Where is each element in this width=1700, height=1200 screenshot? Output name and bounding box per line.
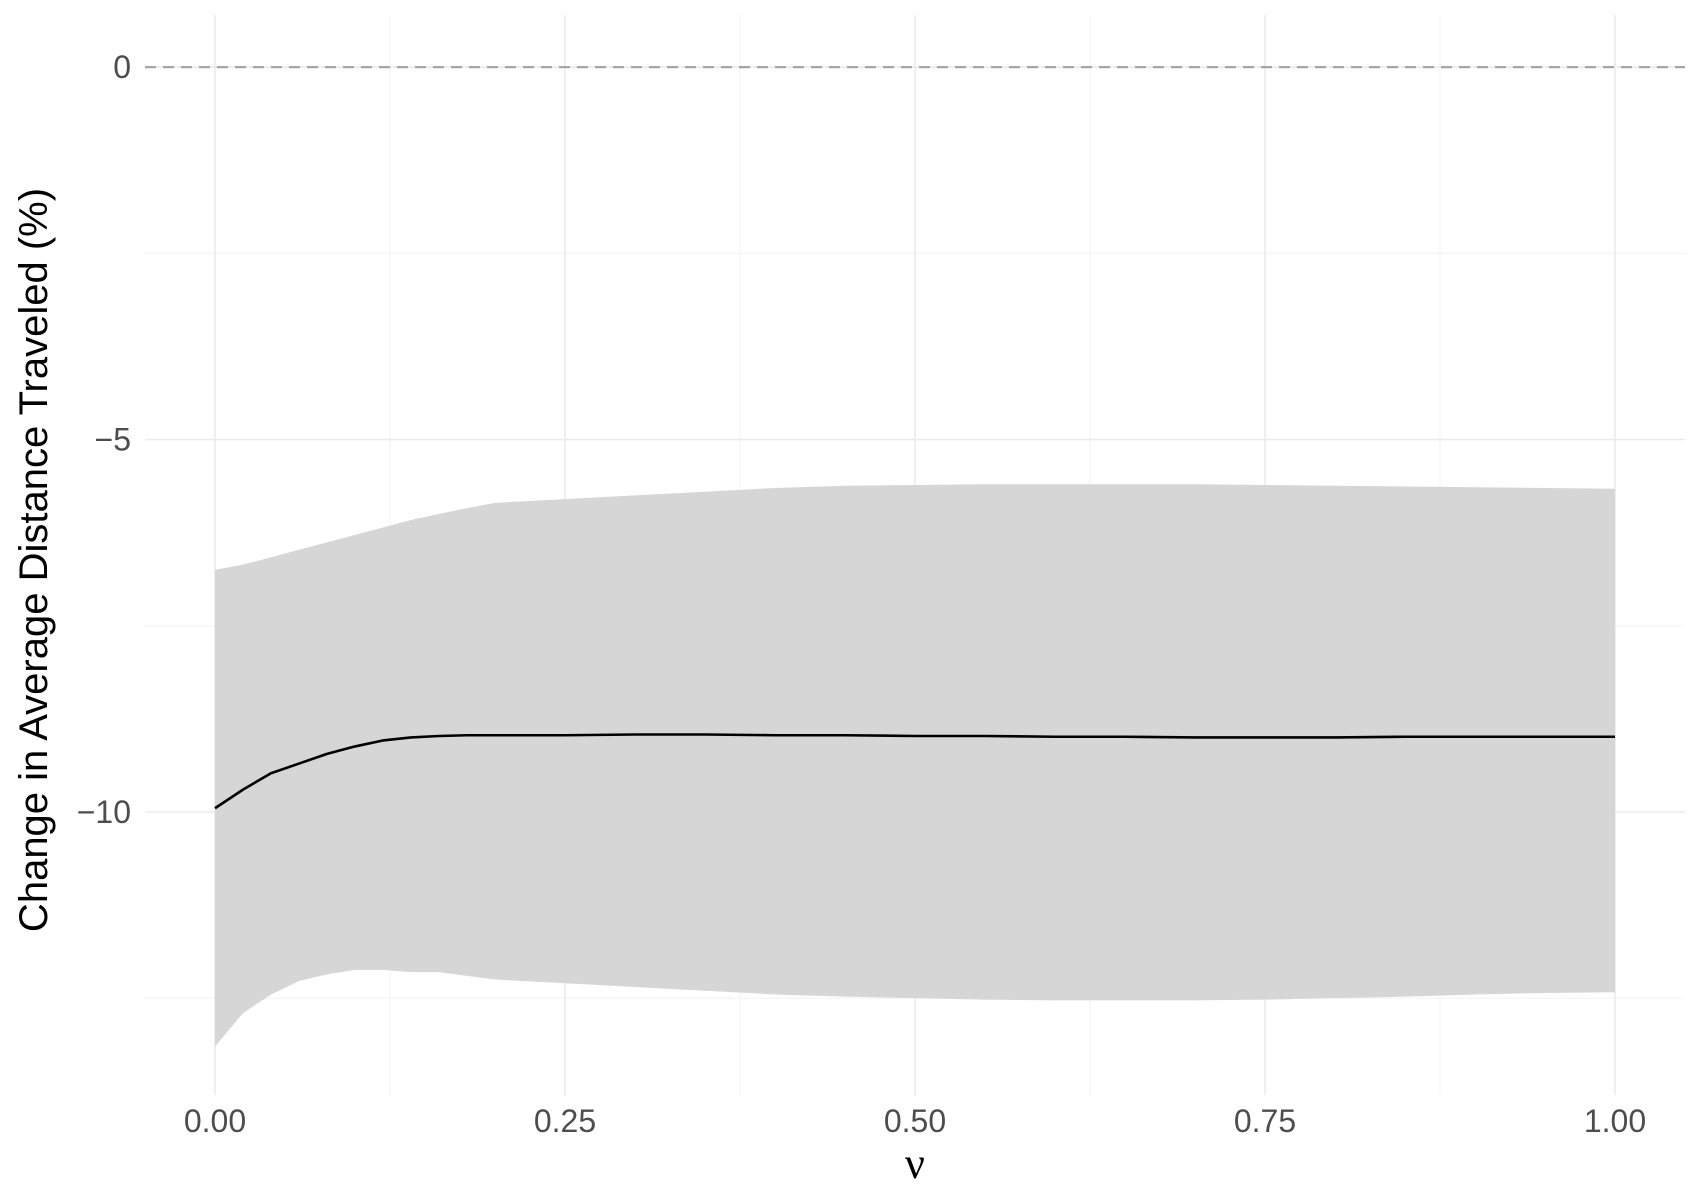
y-tick-label: 0 [113, 49, 131, 85]
y-tick-label: −5 [95, 422, 131, 458]
x-tick-label: 0.25 [534, 1103, 596, 1139]
series-line [214, 733, 1615, 810]
x-tick-label: 0.75 [1234, 1103, 1296, 1139]
x-tick-label: 0.50 [884, 1103, 946, 1139]
series-line-layer [214, 733, 1615, 810]
y-axis-title: Change in Average Distance Traveled (%) [12, 188, 56, 932]
y-tick-label: −10 [77, 794, 131, 830]
x-tick-label: 1.00 [1584, 1103, 1646, 1139]
x-axis-ticks: 0.00 0.25 0.50 0.75 1.00 [184, 1103, 1646, 1139]
x-tick-label: 0.00 [184, 1103, 246, 1139]
y-axis-ticks: 0 −5 −10 [77, 49, 131, 830]
confidence-band-layer [215, 484, 1615, 1047]
x-axis-title: ν [905, 1139, 925, 1188]
confidence-band [215, 484, 1615, 1047]
